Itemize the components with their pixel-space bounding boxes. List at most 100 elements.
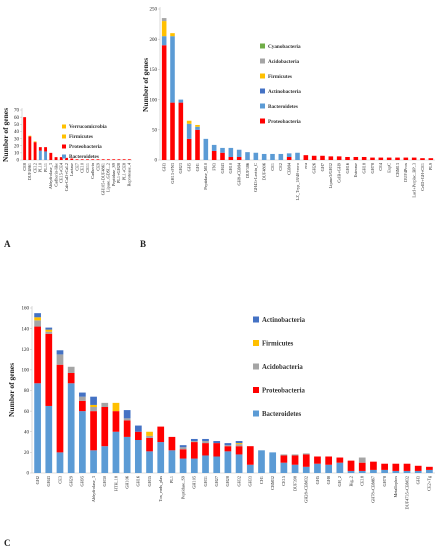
bar-segment-b [186, 123, 192, 139]
bar-segment-a [23, 117, 27, 160]
bar-segment-b [345, 156, 350, 160]
bar-segment-a [28, 135, 32, 137]
x-tick-label-b: Peptidase_M10 [203, 163, 208, 190]
x-tick-label-c: DUF4735+CBM32 [404, 476, 409, 509]
bar-segment-b [170, 36, 175, 103]
x-tick-label-a: Lactase [69, 163, 74, 176]
bar-segment-c [168, 436, 176, 451]
bar-segment-c [67, 372, 75, 384]
bar-segment-b [261, 153, 267, 160]
bar-segment-c [370, 469, 377, 473]
x-tick-label-b: GH16 [345, 162, 350, 173]
bar-segment-c [224, 446, 232, 452]
y-tick-label-a: 40 [14, 130, 20, 135]
bar-segment-c [134, 440, 142, 473]
x-tick-label-b: CE2 [278, 163, 283, 171]
bar-segment-c [190, 441, 198, 443]
x-tick-label-b: DUF4806 [261, 162, 266, 180]
x-tick-label-a: GH105+DUF4861 [100, 163, 105, 195]
x-tick-label-b: GH3 [161, 163, 166, 171]
legend-swatch-b [260, 43, 265, 49]
x-tick-label-b: GH7 [320, 162, 325, 171]
x-tick-label-b: DUF386 [245, 162, 250, 178]
legend-swatch-c [253, 410, 259, 417]
bar-segment-b [178, 99, 184, 103]
x-tick-label-c: CE3 [57, 476, 62, 484]
x-tick-label-b: CE1 [270, 163, 275, 171]
y-tick-label-a: 70 [14, 109, 20, 114]
y-tick-label-b: 200 [150, 38, 158, 43]
legend-label-c: Proteobacteria [262, 388, 306, 395]
bar-segment-c [179, 449, 187, 459]
bar-segment-b [328, 156, 334, 160]
bar-segment-c [179, 458, 187, 473]
legend-label-b: Firmicutes [268, 74, 292, 80]
bar-segment-c [358, 457, 366, 463]
bar-segment-a [91, 159, 95, 160]
x-tick-label-c: GH_2 [337, 476, 342, 487]
bar-segment-c [101, 407, 109, 447]
x-tick-label-b: CBM4 [286, 162, 291, 175]
x-tick-label-a: Abhydrolase_3 [48, 163, 53, 189]
bar-segment-c [123, 418, 131, 421]
bar-segment-c [414, 465, 422, 471]
bar-segment-c [347, 470, 355, 473]
y-tick-label-a: 30 [14, 137, 20, 142]
bar-segment-a [38, 147, 42, 151]
legend-label-a: Bacteroidetes [69, 154, 99, 160]
y-tick-label-c: 120 [22, 348, 30, 353]
bar-segment-a [75, 159, 79, 160]
y-tick-label-a: 0 [17, 159, 20, 164]
legend-swatch-b [260, 58, 265, 64]
legend-swatch-a [62, 124, 66, 129]
bar-segment-c [392, 463, 400, 471]
x-tick-label-b: CelD+GH+CE1 [420, 163, 425, 191]
bar-segment-c [403, 470, 411, 473]
x-tick-label-c: PL1 [169, 476, 174, 483]
bar-segment-b [195, 129, 200, 160]
bar-segment-c [224, 443, 232, 446]
bar-segment-c [325, 464, 333, 473]
bar-segment-a [96, 159, 100, 160]
panel-label-c: C [4, 538, 11, 548]
x-tick-label-b: CBM13 [395, 163, 400, 177]
bar-segment-c [168, 450, 176, 473]
bar-segment-b [428, 158, 434, 160]
bar-segment-b [278, 153, 284, 160]
x-tick-label-c: GH28+CBM32 [304, 476, 309, 503]
x-tick-label-b: GH26 [311, 162, 316, 173]
bar-segment-a [28, 136, 32, 160]
bar-segment-c [112, 431, 120, 473]
legend-label-b: Bacteroidetes [268, 104, 298, 110]
legend-label-a: Proteobacteria [69, 144, 102, 150]
bar-segment-a [86, 159, 89, 160]
y-tick-label-a: 10 [14, 152, 20, 157]
bar-segment-c [291, 455, 299, 465]
bar-segment-b [170, 102, 175, 160]
bar-segment-c [202, 441, 209, 444]
y-tick-label-c: 0 [27, 472, 30, 477]
bar-segment-c [45, 327, 53, 330]
bar-segment-c [112, 411, 120, 432]
bar-segment-b [161, 36, 167, 46]
bar-segment-c [67, 366, 75, 373]
bar-segment-c [34, 313, 41, 318]
bar-segment-c [381, 469, 388, 473]
legend-label-c: Actinobacteria [262, 317, 306, 324]
bar-segment-a [117, 159, 121, 160]
x-tick-label-a: Lipase_GDSL_2 [106, 163, 111, 192]
x-tick-label-c: CBM32 [270, 476, 275, 490]
bar-segment-c [146, 451, 153, 473]
bar-segment-c [79, 400, 86, 412]
bar-segment-b [161, 45, 167, 160]
bar-segment-c [101, 402, 109, 407]
bar-segment-b [170, 33, 175, 37]
bar-segment-c [56, 354, 64, 365]
legend-swatch-c [253, 363, 259, 370]
x-tick-label-b: DUF4Prox [403, 162, 408, 182]
bar-segment-c [392, 470, 400, 473]
x-tick-label-a: CE9 [95, 163, 100, 171]
bar-segment-c [90, 450, 97, 473]
bar-segment-c [90, 404, 97, 407]
y-tick-label-c: 20 [24, 451, 30, 456]
